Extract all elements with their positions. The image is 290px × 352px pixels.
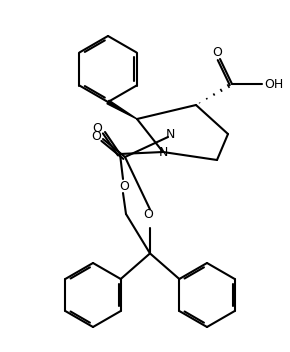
Text: O: O xyxy=(212,45,222,58)
Text: O: O xyxy=(143,208,153,221)
Text: O: O xyxy=(91,131,101,144)
Text: O: O xyxy=(92,122,102,136)
Text: N: N xyxy=(158,145,168,158)
Text: OH: OH xyxy=(264,77,284,90)
Text: N: N xyxy=(165,128,175,142)
Polygon shape xyxy=(107,100,137,119)
Text: O: O xyxy=(119,181,129,194)
